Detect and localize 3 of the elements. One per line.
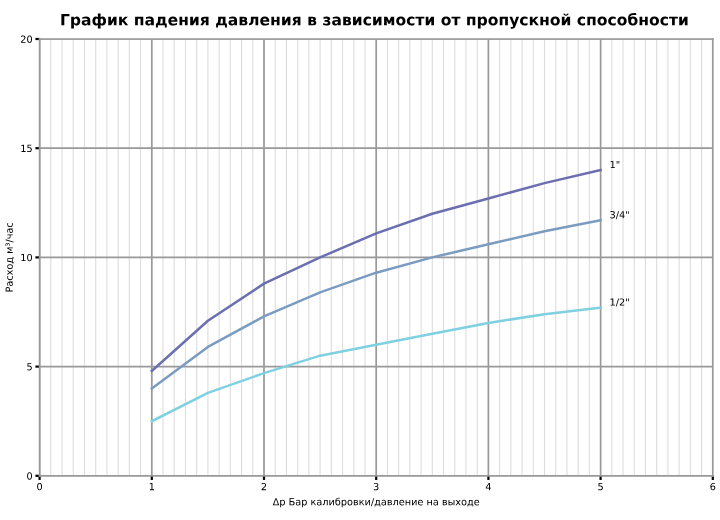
line-series — [150, 306, 602, 423]
line-series — [150, 168, 602, 373]
line-series — [150, 219, 602, 390]
